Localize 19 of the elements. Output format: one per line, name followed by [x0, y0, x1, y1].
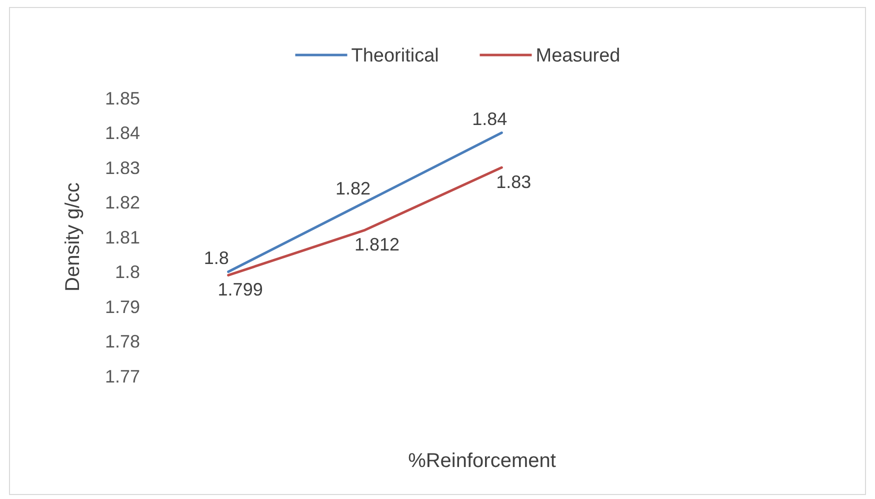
data-label: 1.8	[204, 248, 229, 268]
y-tick-label: 1.8	[114, 262, 140, 282]
y-tick-label: 1.77	[104, 366, 140, 386]
data-label: 1.799	[218, 280, 263, 300]
y-tick-label: 1.85	[104, 88, 140, 108]
data-label: 1.82	[335, 178, 371, 199]
y-tick-label: 1.84	[104, 123, 140, 144]
legend-label: Measured	[536, 46, 620, 67]
y-tick-label: 1.81	[104, 227, 140, 248]
data-label: 1.812	[354, 234, 400, 254]
data-label: 1.83	[496, 172, 532, 192]
legend-label: Theoritical	[351, 46, 439, 67]
y-tick-label: 1.78	[104, 332, 140, 352]
data-label: 1.84	[472, 109, 508, 130]
y-tick-label: 1.82	[104, 192, 140, 213]
y-axis-title: Density g/cc	[62, 182, 84, 292]
y-tick-label: 1.83	[104, 158, 140, 178]
y-tick-label: 1.79	[104, 296, 140, 317]
x-axis-title: %Reinforcement	[408, 450, 556, 472]
